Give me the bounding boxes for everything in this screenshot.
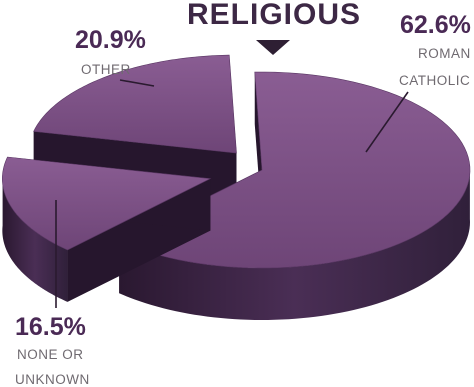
chart-title: RELIGIOUS: [187, 0, 361, 31]
slice-top-face: [33, 54, 237, 154]
slice-outer-wall: [119, 166, 470, 320]
leader-line-other: [119, 79, 155, 87]
pie-slice-none-or-unknown: [2, 156, 212, 302]
leader-line-roman-catholic: [365, 91, 409, 153]
slice-value-label: 62.6%: [400, 11, 471, 39]
title-pointer-icon: [256, 40, 290, 55]
slice-category-label: UNKNOWN: [15, 372, 90, 387]
label-roman-catholic: 62.6% ROMAN CATHOLIC: [399, 11, 471, 88]
slice-category-label: OTHER: [81, 62, 131, 77]
slice-value-label: 16.5%: [15, 313, 86, 341]
label-other: 20.9% OTHER: [75, 26, 146, 77]
label-none-or-unknown: 16.5% NONE OR UNKNOWN: [15, 313, 90, 387]
slice-outer-wall: [2, 173, 68, 302]
slice-category-label: ROMAN: [418, 46, 471, 61]
slice-top-face: [2, 156, 212, 251]
slice-category-label: NONE OR: [17, 347, 84, 362]
slice-value-label: 20.9%: [75, 26, 146, 54]
slice-category-label: CATHOLIC: [399, 73, 470, 88]
